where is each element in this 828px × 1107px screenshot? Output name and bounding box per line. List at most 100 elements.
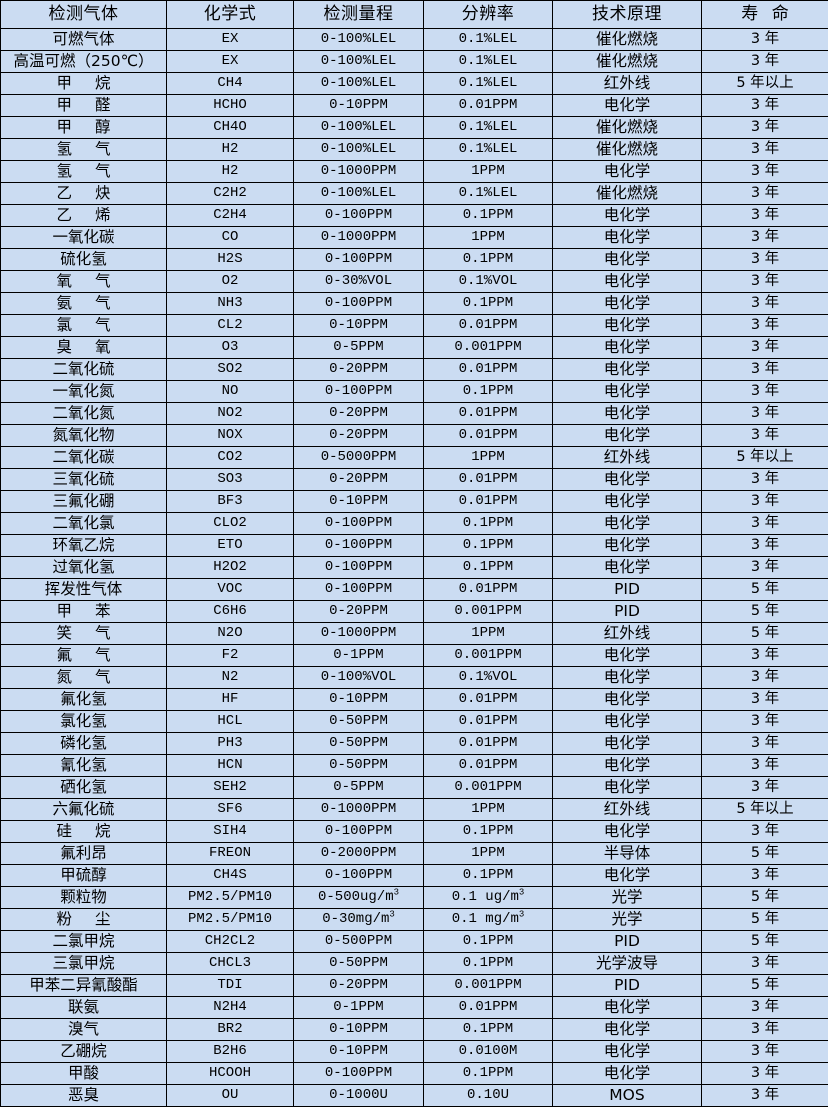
cell-range: 0-100PPM [294, 205, 424, 227]
cell-lifetime: 5 年以上 [702, 447, 828, 469]
cell-resolution: 0.1%LEL [424, 51, 553, 73]
cell-gas: 氰化氢 [1, 755, 167, 777]
cell-formula: VOC [167, 579, 294, 601]
cell-resolution: 0.1PPM [424, 513, 553, 535]
cell-range: 0-1PPM [294, 997, 424, 1019]
cell-lifetime: 3 年 [702, 469, 828, 491]
cell-gas: 高温可燃（250℃） [1, 51, 167, 73]
cell-range: 0-10PPM [294, 95, 424, 117]
cell-lifetime: 3 年 [702, 183, 828, 205]
cell-lifetime: 3 年 [702, 161, 828, 183]
cell-technology: MOS [553, 1085, 702, 1107]
cell-gas: 氯 气 [1, 315, 167, 337]
cell-technology: 电化学 [553, 535, 702, 557]
cell-resolution: 0.01PPM [424, 359, 553, 381]
header-gas: 检测气体 [1, 1, 167, 29]
cell-gas: 氮氧化物 [1, 425, 167, 447]
cell-technology: 红外线 [553, 623, 702, 645]
cell-formula: CO [167, 227, 294, 249]
cell-lifetime: 3 年 [702, 315, 828, 337]
cell-gas: 挥发性气体 [1, 579, 167, 601]
cell-technology: 电化学 [553, 249, 702, 271]
cell-range: 0-20PPM [294, 425, 424, 447]
superscript-three: 3 [394, 888, 399, 898]
superscript-three: 3 [519, 910, 524, 920]
cell-gas: 甲苯二异氰酸酯 [1, 975, 167, 997]
cell-resolution: 1PPM [424, 843, 553, 865]
cell-formula: N2O [167, 623, 294, 645]
cell-technology: 催化燃烧 [553, 29, 702, 51]
cell-lifetime: 3 年 [702, 557, 828, 579]
cell-gas: 二氧化硫 [1, 359, 167, 381]
cell-lifetime: 3 年 [702, 491, 828, 513]
cell-lifetime: 3 年 [702, 29, 828, 51]
cell-technology: 电化学 [553, 271, 702, 293]
cell-resolution: 0.01PPM [424, 315, 553, 337]
cell-formula: CL2 [167, 315, 294, 337]
cell-resolution: 0.1PPM [424, 821, 553, 843]
cell-gas: 硒化氢 [1, 777, 167, 799]
cell-resolution: 0.0100M [424, 1041, 553, 1063]
cell-gas: 氧 气 [1, 271, 167, 293]
cell-gas: 氟利昂 [1, 843, 167, 865]
cell-resolution: 0.1%LEL [424, 73, 553, 95]
cell-resolution: 0.1%LEL [424, 139, 553, 161]
cell-formula: N2 [167, 667, 294, 689]
cell-technology: 电化学 [553, 227, 702, 249]
cell-gas: 可燃气体 [1, 29, 167, 51]
cell-resolution: 0.01PPM [424, 733, 553, 755]
cell-technology: 光学 [553, 887, 702, 909]
cell-technology: 红外线 [553, 447, 702, 469]
cell-formula: FREON [167, 843, 294, 865]
cell-range: 0-100%LEL [294, 73, 424, 95]
cell-technology: 电化学 [553, 425, 702, 447]
cell-lifetime: 3 年 [702, 293, 828, 315]
cell-gas: 粉 尘 [1, 909, 167, 931]
header-lifetime: 寿 命 [702, 1, 828, 29]
cell-lifetime: 5 年以上 [702, 799, 828, 821]
cell-range: 0-10PPM [294, 689, 424, 711]
cell-range: 0-100PPM [294, 293, 424, 315]
cell-technology: 电化学 [553, 469, 702, 491]
cell-lifetime: 3 年 [702, 205, 828, 227]
cell-formula: CO2 [167, 447, 294, 469]
cell-lifetime: 3 年 [702, 1019, 828, 1041]
cell-range: 0-100PPM [294, 535, 424, 557]
cell-lifetime: 3 年 [702, 403, 828, 425]
cell-formula: NH3 [167, 293, 294, 315]
cell-resolution: 1PPM [424, 623, 553, 645]
cell-range: 0-20PPM [294, 975, 424, 997]
cell-range: 0-10PPM [294, 1019, 424, 1041]
cell-gas: 磷化氢 [1, 733, 167, 755]
cell-gas: 六氟化硫 [1, 799, 167, 821]
cell-resolution: 0.1%LEL [424, 29, 553, 51]
cell-technology: 红外线 [553, 799, 702, 821]
cell-technology: 电化学 [553, 95, 702, 117]
cell-technology: 电化学 [553, 337, 702, 359]
cell-lifetime: 3 年 [702, 953, 828, 975]
cell-formula: B2H6 [167, 1041, 294, 1063]
cell-lifetime: 3 年 [702, 755, 828, 777]
cell-technology: 半导体 [553, 843, 702, 865]
cell-range: 0-100%LEL [294, 183, 424, 205]
cell-lifetime: 5 年 [702, 579, 828, 601]
cell-technology: 电化学 [553, 403, 702, 425]
cell-technology: 电化学 [553, 315, 702, 337]
